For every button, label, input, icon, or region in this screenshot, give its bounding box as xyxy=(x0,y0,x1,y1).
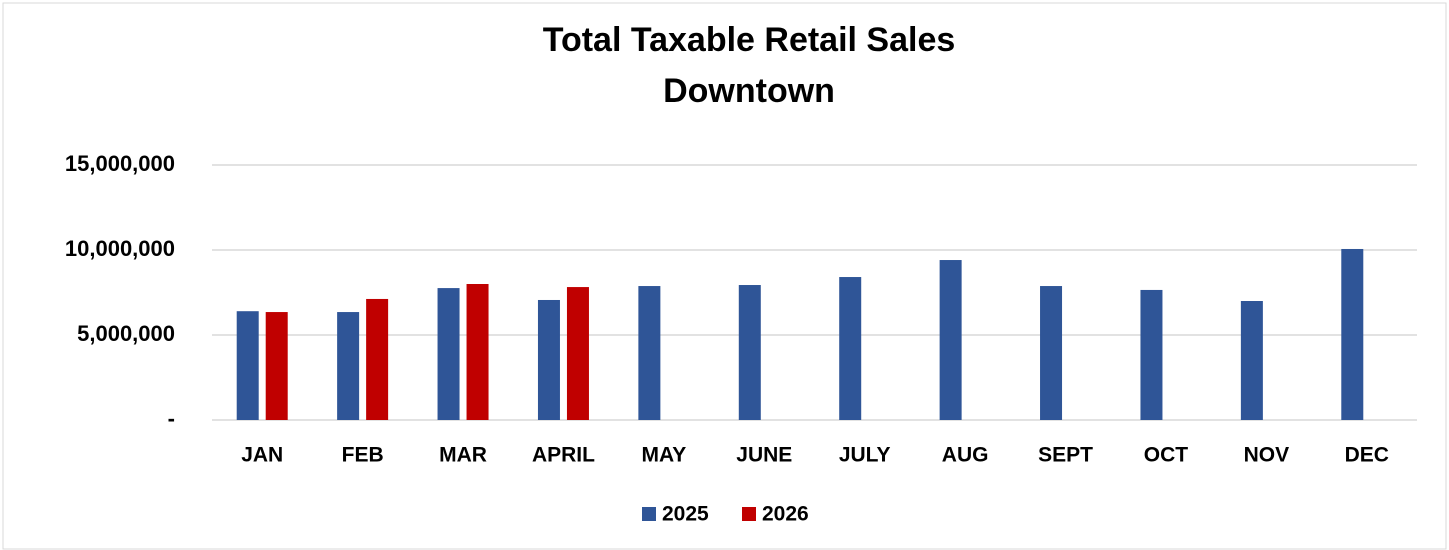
x-tick-label: NOV xyxy=(1244,444,1290,467)
bar xyxy=(437,288,460,420)
x-tick-label: DEC xyxy=(1345,444,1389,467)
x-tick-label: MAY xyxy=(642,444,687,467)
legend-label: 2025 xyxy=(662,503,709,526)
y-tick-label: 15,000,000 xyxy=(65,151,175,176)
bar xyxy=(1341,248,1364,420)
x-tick-label: OCT xyxy=(1144,444,1189,467)
chart-title: Total Taxable Retail Sales xyxy=(543,21,956,59)
x-tick-label: AUG xyxy=(942,444,989,467)
bar xyxy=(939,260,962,420)
bar xyxy=(537,299,560,420)
bar xyxy=(839,277,862,420)
y-tick-label: 5,000,000 xyxy=(77,321,175,346)
x-tick-label: SEPT xyxy=(1038,444,1093,467)
bar xyxy=(366,298,389,420)
bar xyxy=(738,285,761,420)
bar xyxy=(265,312,288,420)
y-tick-label: 10,000,000 xyxy=(65,236,175,261)
x-tick-label: JUNE xyxy=(736,444,792,467)
bar xyxy=(638,286,661,420)
bar xyxy=(337,312,360,420)
legend-swatch xyxy=(742,507,756,521)
bar xyxy=(566,287,589,420)
x-tick-label: JAN xyxy=(241,444,283,467)
chart-subtitle: Downtown xyxy=(663,72,835,110)
x-tick-label: FEB xyxy=(342,444,384,467)
bar xyxy=(1240,301,1263,420)
legend-label: 2026 xyxy=(762,503,809,526)
y-tick-label: - xyxy=(168,406,175,431)
bar xyxy=(1140,289,1163,420)
x-tick-label: JULY xyxy=(839,444,891,467)
x-tick-label: MAR xyxy=(439,444,487,467)
bar xyxy=(236,311,259,420)
bar xyxy=(466,284,489,420)
bar xyxy=(1040,286,1063,420)
legend-swatch xyxy=(642,507,656,521)
x-tick-label: APRIL xyxy=(532,444,595,467)
